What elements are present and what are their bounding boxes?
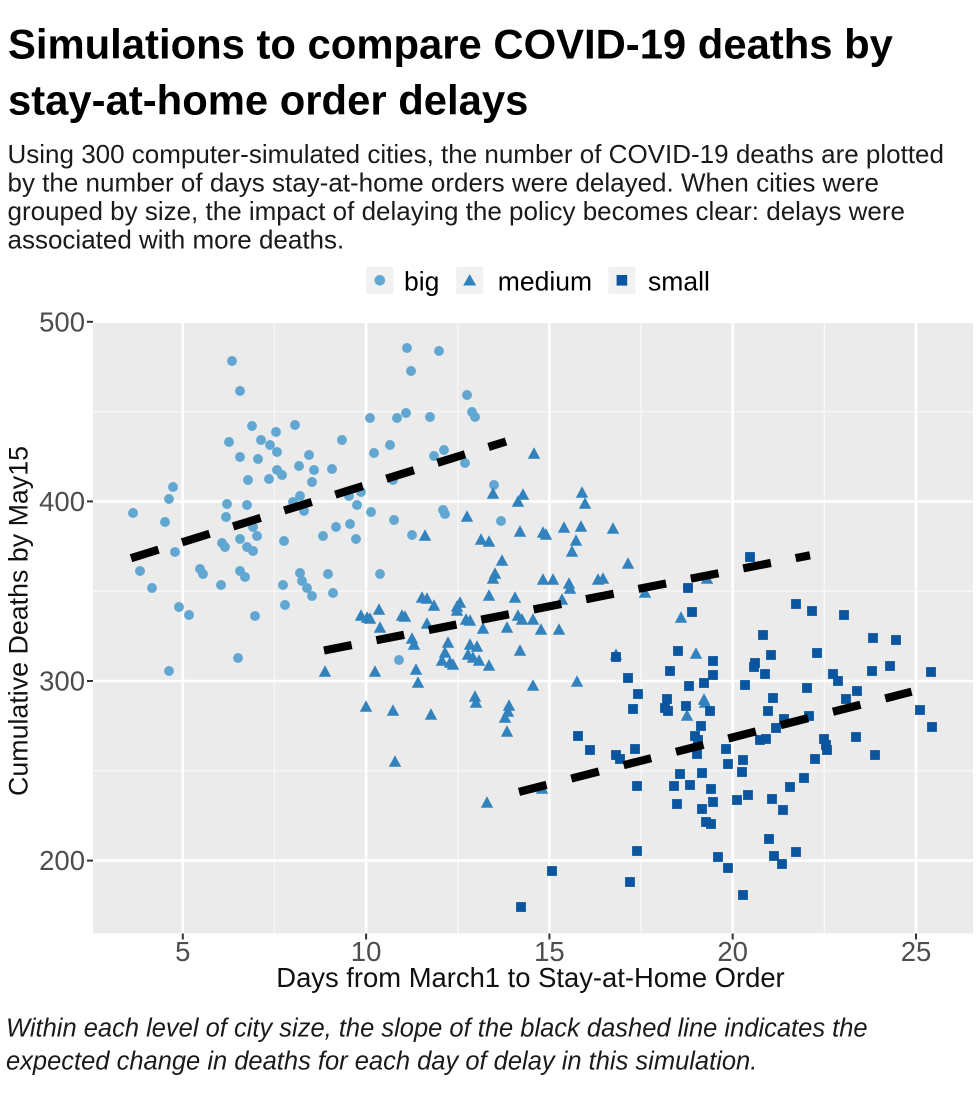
svg-text:25: 25 bbox=[901, 936, 932, 967]
svg-text:grouped by size, the impact of: grouped by size, the impact of delaying … bbox=[8, 196, 905, 226]
svg-text:medium: medium bbox=[498, 267, 592, 297]
svg-text:small: small bbox=[648, 267, 710, 297]
svg-text:15: 15 bbox=[534, 936, 565, 967]
svg-text:400: 400 bbox=[39, 486, 85, 517]
svg-text:10: 10 bbox=[351, 936, 382, 967]
svg-text:Within each level of city size: Within each level of city size, the slop… bbox=[6, 1015, 868, 1043]
svg-text:200: 200 bbox=[39, 845, 85, 876]
svg-text:Cumulative Deaths by May15: Cumulative Deaths by May15 bbox=[4, 446, 34, 796]
svg-text:big: big bbox=[404, 267, 439, 297]
svg-text:5: 5 bbox=[175, 936, 190, 967]
svg-text:Days from March1 to Stay-at-Ho: Days from March1 to Stay-at-Home Order bbox=[276, 962, 784, 993]
svg-text:300: 300 bbox=[39, 666, 85, 697]
svg-text:associated with more deaths.: associated with more deaths. bbox=[8, 225, 345, 255]
svg-text:500: 500 bbox=[39, 306, 85, 337]
svg-text:Using 300 computer-simulated c: Using 300 computer-simulated cities, the… bbox=[8, 139, 944, 169]
svg-text:Simulations to compare COVID-1: Simulations to compare COVID-19 deaths b… bbox=[8, 21, 894, 68]
svg-text:stay-at-home order delays: stay-at-home order delays bbox=[8, 77, 528, 124]
svg-text:expected change in deaths for: expected change in deaths for each day o… bbox=[6, 1048, 757, 1076]
svg-text:by the number of days stay-at-: by the number of days stay-at-home order… bbox=[8, 167, 879, 197]
svg-text:20: 20 bbox=[717, 936, 748, 967]
